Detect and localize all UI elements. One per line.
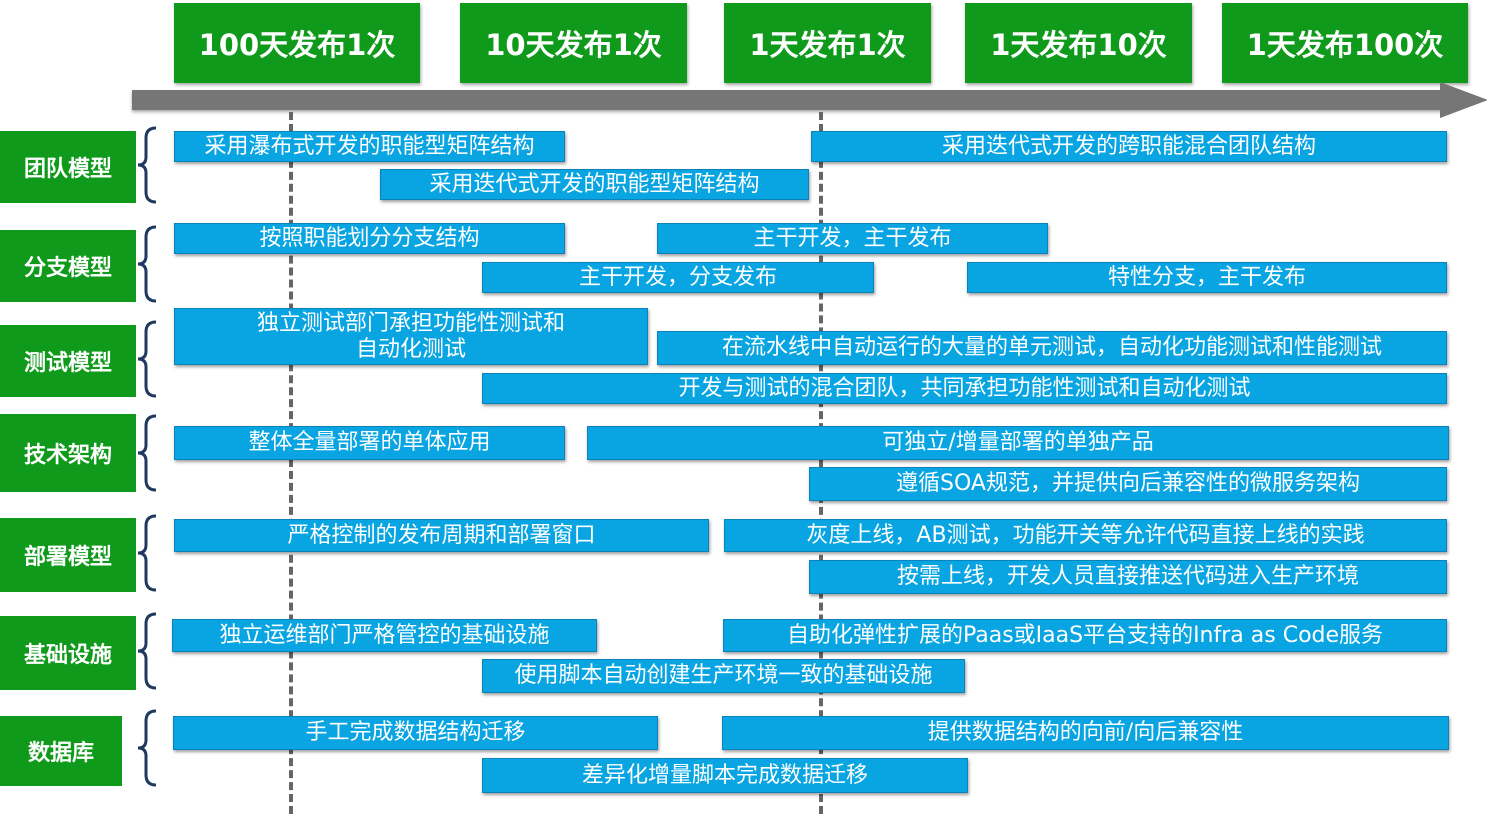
deploy-gray-ab-toggles: 灰度上线，AB测试，功能开关等允许代码直接上线的实践 [724, 519, 1447, 552]
branch-feature-trunk: 特性分支，主干发布 [967, 262, 1447, 293]
frequency-header-1: 100天发布1次 [174, 3, 420, 83]
frequency-header-3: 1天发布1次 [724, 3, 931, 83]
deploy-strict-windows: 严格控制的发布周期和部署窗口 [174, 519, 709, 552]
arch-monolith: 整体全量部署的单体应用 [174, 426, 565, 460]
test-mixed-team: 开发与测试的混合团队，共同承担功能性测试和自动化测试 [482, 373, 1447, 404]
db-manual-migration: 手工完成数据结构迁移 [173, 716, 658, 750]
infra-scripted-env: 使用脚本自动创建生产环境一致的基础设施 [482, 659, 965, 693]
arch-microservices: 遵循SOA规范，并提供向后兼容性的微服务架构 [809, 467, 1447, 501]
category-deploy-model: 部署模型 [0, 518, 136, 592]
frequency-header-5: 1天发布100次 [1222, 3, 1468, 83]
team-waterfall-matrix: 采用瀑布式开发的职能型矩阵结构 [174, 131, 565, 162]
branch-by-function: 按照职能划分分支结构 [174, 223, 565, 254]
brace-icon [134, 514, 160, 592]
team-iterative-crossfunctional: 采用迭代式开发的跨职能混合团队结构 [811, 131, 1447, 162]
brace-icon [134, 612, 160, 690]
category-tech-architecture: 技术架构 [0, 414, 136, 492]
brace-icon [134, 709, 160, 787]
brace-icon [134, 320, 160, 398]
frequency-header-2: 10天发布1次 [460, 3, 687, 83]
infra-paas-iaas-iac: 自助化弹性扩展的Paas或IaaS平台支持的Infra as Code服务 [723, 619, 1447, 652]
test-independent-dept: 独立测试部门承担功能性测试和 自动化测试 [174, 308, 648, 365]
dashed-divider-2 [819, 112, 823, 814]
infra-ops-controlled: 独立运维部门严格管控的基础设施 [172, 619, 597, 652]
timeline-arrow-shaft [132, 90, 1452, 110]
timeline-arrow-head [1440, 82, 1487, 118]
frequency-header-4: 1天发布10次 [965, 3, 1192, 83]
category-branch-model: 分支模型 [0, 230, 136, 302]
category-test-model: 测试模型 [0, 325, 136, 397]
test-pipeline-automation: 在流水线中自动运行的大量的单元测试，自动化功能测试和性能测试 [657, 331, 1447, 365]
dashed-divider-1 [289, 112, 293, 814]
category-infrastructure: 基础设施 [0, 616, 136, 690]
db-schema-compat: 提供数据结构的向前/向后兼容性 [722, 716, 1449, 750]
category-team-model: 团队模型 [0, 131, 136, 203]
branch-trunk-trunk: 主干开发，主干发布 [657, 223, 1048, 254]
brace-icon [134, 225, 160, 303]
category-database: 数据库 [0, 716, 122, 786]
deploy-on-demand: 按需上线，开发人员直接推送代码进入生产环境 [809, 560, 1447, 594]
brace-icon [134, 414, 160, 492]
arch-independent-products: 可独立/增量部署的单独产品 [587, 426, 1449, 460]
team-iterative-matrix: 采用迭代式开发的职能型矩阵结构 [380, 169, 809, 200]
branch-trunk-branch-release: 主干开发，分支发布 [482, 262, 874, 293]
db-incremental-scripts: 差异化增量脚本完成数据迁移 [482, 758, 968, 793]
brace-icon [134, 126, 160, 204]
